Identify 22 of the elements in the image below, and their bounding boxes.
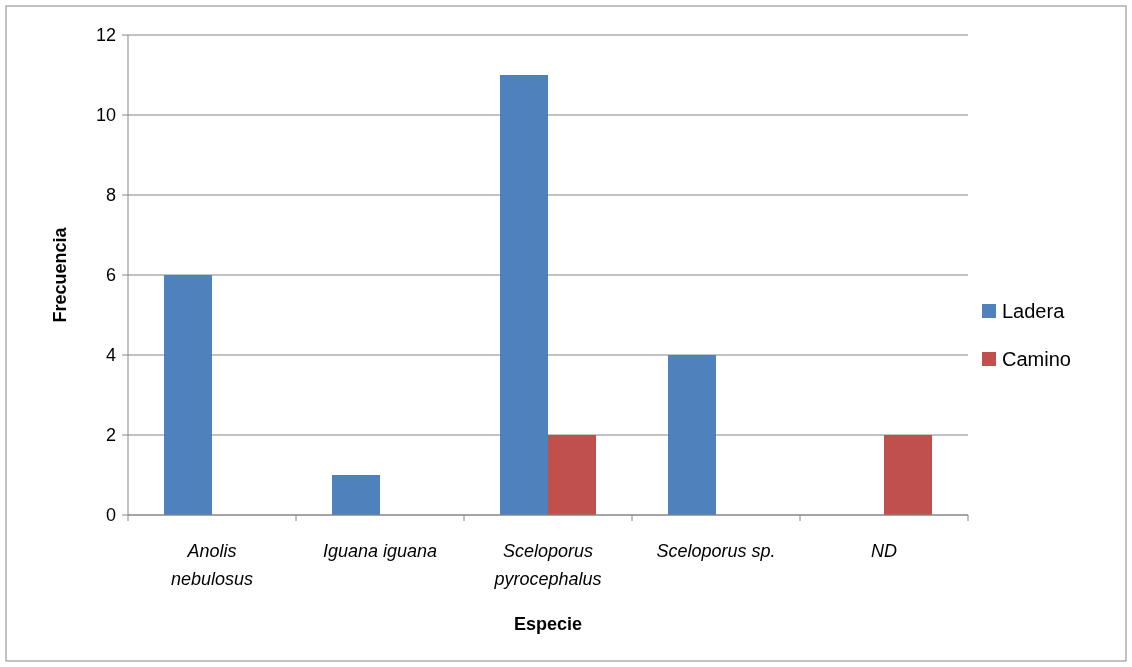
bar	[332, 475, 380, 515]
x-tick-label: Sceloporus sp.	[656, 541, 776, 561]
y-tick-label: 4	[105, 345, 116, 366]
x-tick-label: Sceloporus pyrocephalus	[493, 541, 602, 589]
bar	[668, 355, 716, 515]
y-tick-label: 0	[105, 505, 116, 526]
x-tick-label: Iguana iguana	[322, 541, 438, 561]
x-tick-label: ND	[871, 541, 897, 561]
y-tick-label: 10	[95, 105, 116, 126]
y-axis-title: Frecuencia	[50, 226, 70, 323]
legend-label: Camino	[1002, 348, 1071, 370]
bar	[548, 435, 596, 515]
bar	[884, 435, 932, 515]
y-tick-label: 12	[95, 25, 116, 46]
x-axis-title: Especie	[513, 614, 583, 634]
legend-label: Ladera	[1002, 300, 1066, 322]
bar	[500, 75, 548, 515]
y-tick-label: 8	[105, 185, 116, 206]
y-tick-label: 2	[105, 425, 116, 446]
x-tick-label: Anolis nebulosus	[170, 541, 254, 589]
y-tick-label: 6	[105, 265, 116, 286]
bar	[164, 275, 212, 515]
